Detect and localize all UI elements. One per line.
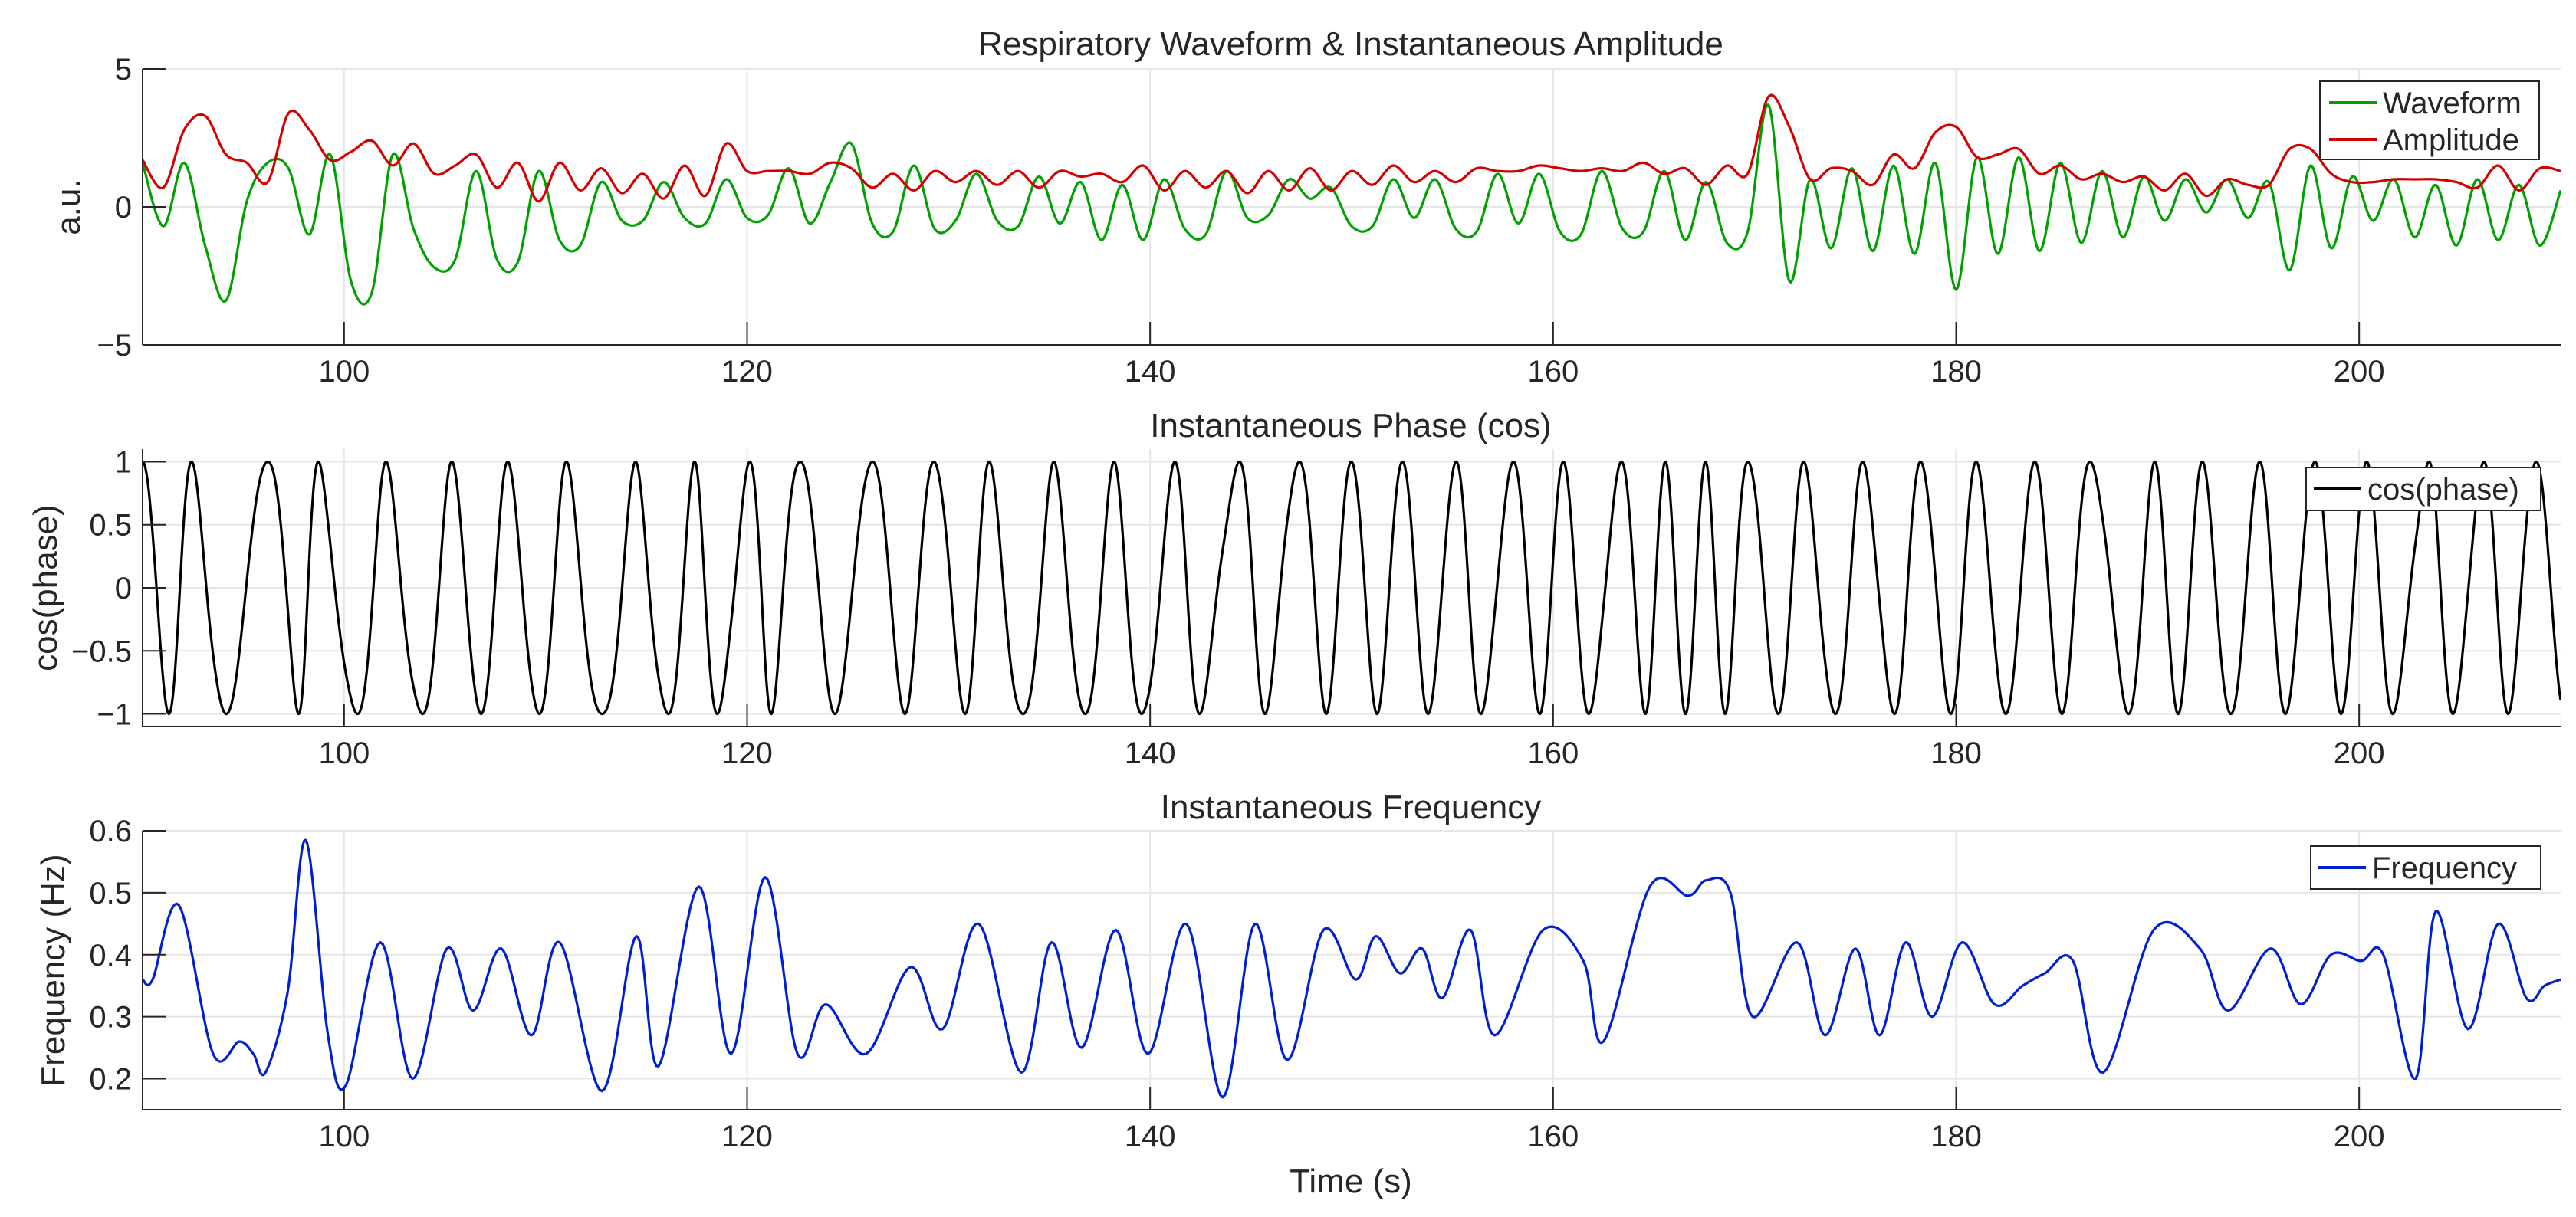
axes-2: 100 120 140 160 180 200 −1 −0.5 0 0.5 1 [71, 445, 2561, 770]
x-tick-label: 120 [721, 736, 773, 770]
x-tick-label: 180 [1930, 355, 1982, 389]
series-line-amplitude [143, 93, 2561, 203]
plot-area-3 [143, 831, 2561, 1110]
panel-phase: 100 120 140 160 180 200 −1 −0.5 0 0.5 1 Instantane… [27, 407, 2561, 770]
y-tick-label: 0.5 [89, 509, 132, 543]
legend-2: cos(phase) [2305, 467, 2542, 511]
panel-3-ylabel: Frequency (Hz) [34, 854, 72, 1086]
x-tick-label: 100 [318, 736, 370, 770]
series-line-waveform [143, 103, 2561, 306]
y-tick-label: 0.6 [89, 815, 132, 848]
panel-2-ylabel: cos(phase) [27, 504, 64, 671]
panel-frequency: 100 120 140 160 180 200 0.2 0.3 0.4 0.5 0.6 Instan… [34, 789, 2561, 1200]
y-tick-label: 0 [115, 191, 132, 225]
y-tick-label: 0 [115, 572, 132, 605]
panel-3-title: Instantaneous Frequency [1161, 789, 1542, 826]
y-tick-label: −5 [97, 329, 132, 362]
series-group-1 [143, 93, 2561, 306]
x-tick-label: 180 [1930, 736, 1982, 770]
x-tick-label: 120 [721, 1120, 773, 1153]
x-tick-label: 200 [2334, 736, 2385, 770]
y-tick-label: 0.2 [89, 1063, 132, 1097]
grid-3 [143, 830, 2561, 1110]
y-tick-label: 0.4 [89, 939, 132, 973]
legend-1-box [2319, 80, 2540, 160]
y-tick-label: 5 [115, 53, 132, 87]
series-line-frequency [143, 838, 2561, 1099]
series-group-3 [143, 838, 2561, 1099]
legend-label-phase: cos(phase) [2367, 473, 2519, 507]
panel-1-title: Respiratory Waveform & Instantaneous Amp… [978, 25, 1723, 63]
x-tick-label: 120 [721, 355, 773, 389]
x-tick-label: 200 [2334, 355, 2385, 389]
y-tick-label: 1 [115, 445, 132, 479]
y-tick-label: −1 [97, 698, 132, 732]
x-tick-label: 100 [318, 1120, 370, 1153]
x-tick-label: 180 [1930, 1120, 1982, 1153]
x-tick-label: 140 [1125, 355, 1176, 389]
x-tick-label: 160 [1527, 1120, 1579, 1153]
y-tick-label: −0.5 [71, 635, 132, 668]
series-line-cos-phase [143, 460, 2561, 716]
y-tick-label: 0.3 [89, 1001, 132, 1035]
panel-waveform-amplitude: 100 120 140 160 180 200 −5 0 5 Respiratory Wavef… [50, 25, 2561, 389]
legend-1: Waveform Amplitude [2319, 80, 2540, 160]
panel-2-title: Instantaneous Phase (cos) [1150, 407, 1551, 444]
x-tick-label: 140 [1125, 1120, 1176, 1153]
panel-1-ylabel: a.u. [50, 179, 87, 235]
legend-label-amplitude: Amplitude [2383, 123, 2519, 157]
x-tick-label: 100 [318, 355, 370, 389]
axes-1: 100 120 140 160 180 200 −5 0 5 [97, 53, 2561, 389]
x-tick-label: 200 [2334, 1120, 2385, 1153]
legend-label-waveform: Waveform [2383, 87, 2522, 120]
y-tick-label: 0.5 [89, 877, 132, 910]
series-group-2 [143, 460, 2561, 716]
legend-3: Frequency [2310, 845, 2542, 890]
x-tick-label: 160 [1527, 736, 1579, 770]
x-tick-label: 140 [1125, 736, 1176, 770]
x-axis-label: Time (s) [1290, 1163, 1412, 1200]
axes-3: 100 120 140 160 180 200 0.2 0.3 0.4 0.5 0.6 [89, 815, 2561, 1153]
legend-label-frequency: Frequency [2372, 851, 2517, 885]
x-tick-label: 160 [1527, 355, 1579, 389]
